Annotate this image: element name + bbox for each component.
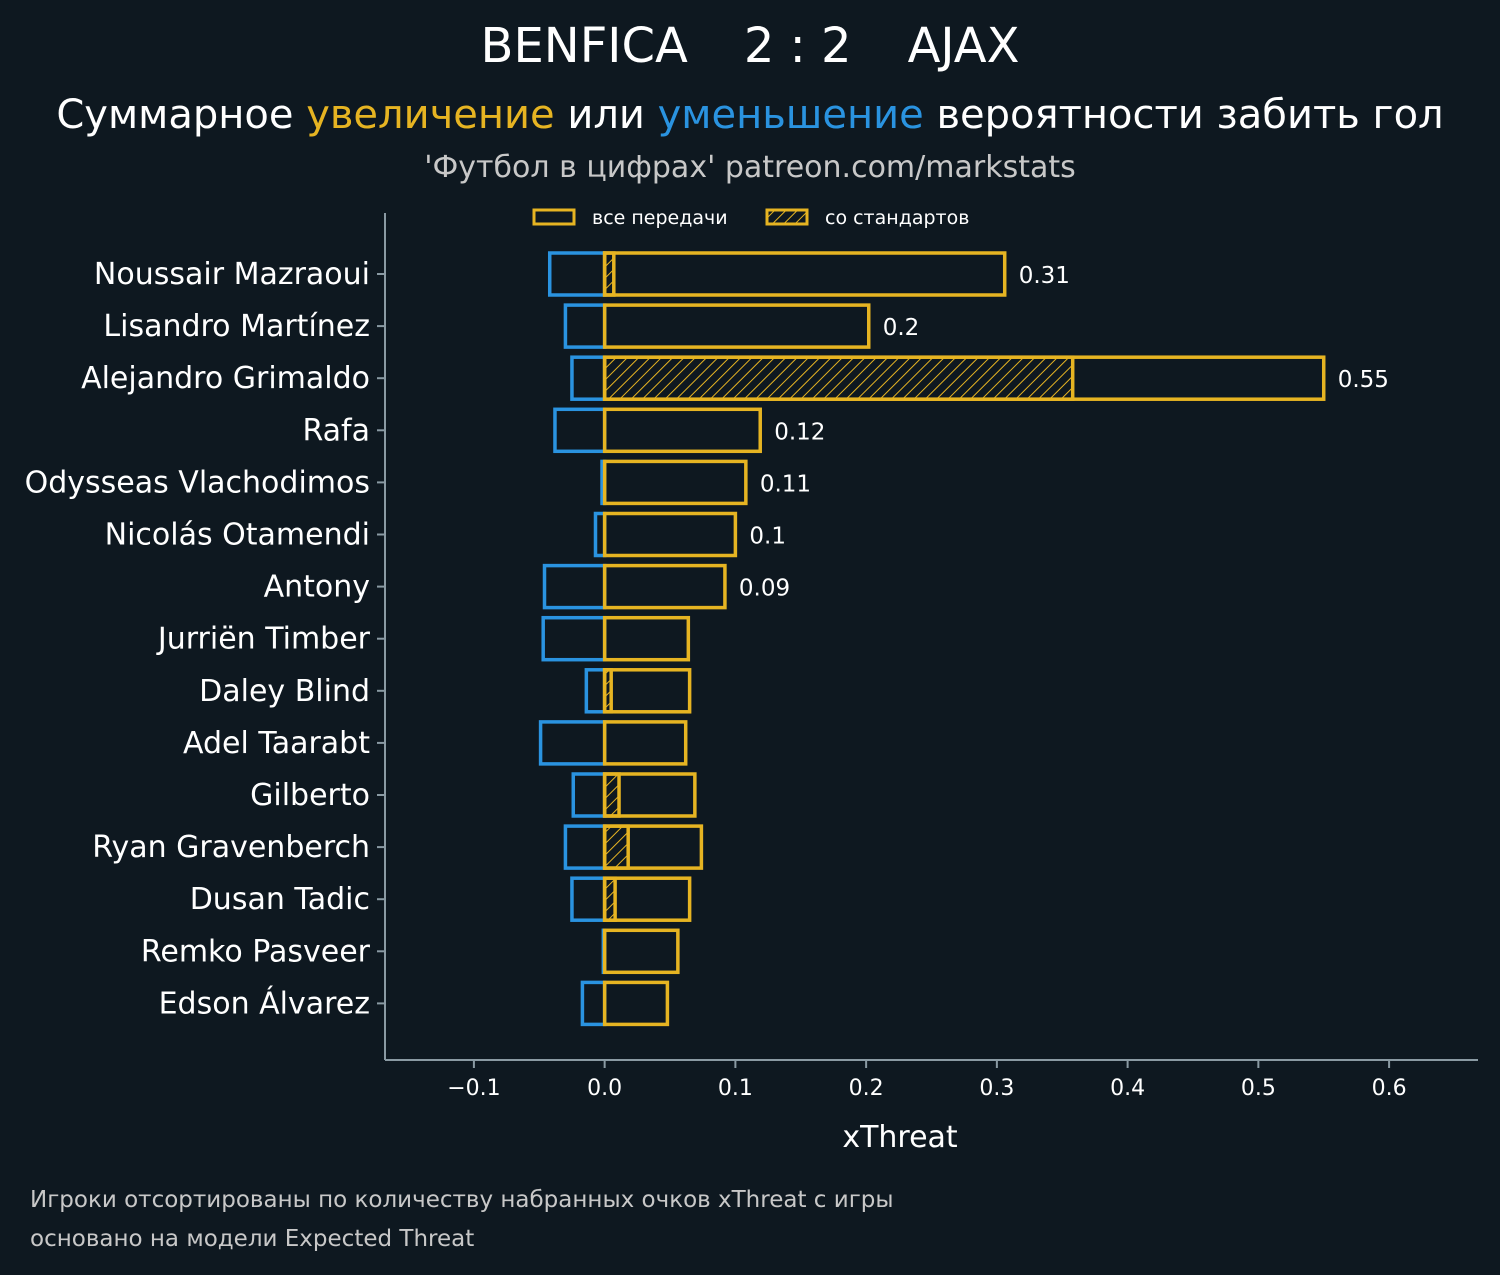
negative-bar — [580, 980, 607, 1027]
match-score: 2 : 2 — [743, 18, 852, 74]
player-label: Antony — [264, 570, 370, 605]
legend-swatch-all-passes — [532, 208, 576, 226]
player-label: Adel Taarabt — [183, 726, 370, 761]
player-label: Jurriën Timber — [156, 622, 371, 657]
positive-bar — [602, 251, 1007, 297]
negative-bar — [542, 563, 607, 610]
subtitle-part1: Суммарное — [56, 92, 307, 138]
positive-bar — [602, 407, 762, 454]
positive-bar — [602, 980, 670, 1027]
negative-bar — [553, 407, 607, 454]
away-team: AJAX — [907, 18, 1020, 74]
negative-bar — [570, 876, 607, 922]
set-piece-bar — [602, 824, 630, 870]
positive-bar — [602, 303, 871, 349]
player-label: Odysseas Vlachodimos — [25, 465, 370, 500]
legend: все передачи со стандартов — [532, 207, 969, 229]
player-label: Lisandro Martínez — [103, 309, 370, 344]
positive-bar — [602, 720, 688, 766]
negative-bar — [570, 355, 607, 401]
negative-bar — [571, 772, 607, 818]
bar-value-label: 0.12 — [774, 419, 825, 445]
x-tick-label: 0.0 — [587, 1076, 622, 1101]
bar-value-label: 0.09 — [739, 576, 790, 602]
player-label: Nicolás Otamendi — [105, 518, 370, 553]
player-label: Remko Pasveer — [141, 934, 371, 969]
set-piece-bar — [602, 355, 1075, 401]
player-label: Daley Blind — [199, 674, 370, 709]
x-tick-label: 0.5 — [1241, 1076, 1276, 1101]
player-label: Dusan Tadic — [190, 882, 370, 917]
negative-bar — [547, 251, 607, 297]
bar-value-label: 0.2 — [883, 315, 920, 341]
player-label: Rafa — [302, 413, 370, 448]
bar-value-label: 0.11 — [760, 471, 811, 497]
chart-subtitle: Суммарное увеличение или уменьшение веро… — [0, 92, 1500, 138]
positive-bar — [602, 876, 692, 922]
negative-bar — [541, 615, 607, 662]
positive-bar — [602, 355, 1326, 401]
player-label: Alejandro Grimaldo — [81, 361, 370, 396]
match-title: BENFICA 2 : 2 AJAX — [0, 18, 1500, 74]
positive-bar — [602, 511, 738, 558]
set-piece-bar — [602, 772, 621, 818]
positive-bar — [602, 824, 704, 870]
x-axis-label: xThreat — [842, 1120, 958, 1155]
x-tick-label: 0.3 — [979, 1076, 1014, 1101]
player-label: Edson Álvarez — [159, 985, 370, 1021]
subtitle-increase: увеличение — [306, 92, 555, 138]
negative-bar — [563, 303, 607, 349]
subtitle-part2: или — [554, 92, 658, 138]
x-tick-label: 0.2 — [849, 1076, 884, 1101]
negative-bar — [563, 824, 607, 870]
subtitle-decrease: уменьшение — [657, 92, 924, 138]
x-tick-label: −0.1 — [447, 1076, 500, 1101]
player-label: Noussair Mazraoui — [94, 257, 370, 292]
x-tick-label: 0.6 — [1372, 1076, 1407, 1101]
legend-swatch-set-pieces — [765, 208, 809, 226]
positive-bar — [602, 615, 691, 662]
negative-bar — [584, 668, 607, 714]
footnote-sorting: Игроки отсортированы по количеству набра… — [30, 1187, 894, 1213]
positive-bar — [602, 772, 697, 818]
bar-value-label: 0.55 — [1338, 367, 1389, 393]
positive-bar — [602, 563, 727, 610]
source-credit: 'Футбол в цифрах' patreon.com/markstats — [424, 150, 1076, 185]
x-tick-label: 0.4 — [1110, 1076, 1145, 1101]
positive-bar — [602, 928, 680, 975]
bar-value-label: 0.1 — [749, 524, 786, 550]
subtitle-part3: вероятности забить гол — [923, 92, 1444, 138]
player-label: Gilberto — [250, 778, 370, 813]
legend-label-all-passes: все передачи — [592, 207, 728, 229]
footnote-model: основано на модели Expected Threat — [30, 1226, 475, 1252]
legend-label-set-pieces: со стандартов — [825, 207, 969, 229]
x-tick-label: 0.1 — [718, 1076, 753, 1101]
bar-value-label: 0.31 — [1019, 263, 1070, 289]
positive-bar — [602, 668, 692, 714]
home-team: BENFICA — [480, 18, 688, 74]
negative-bar — [538, 720, 607, 766]
player-label: Ryan Gravenberch — [92, 830, 370, 865]
positive-bar — [602, 459, 748, 506]
